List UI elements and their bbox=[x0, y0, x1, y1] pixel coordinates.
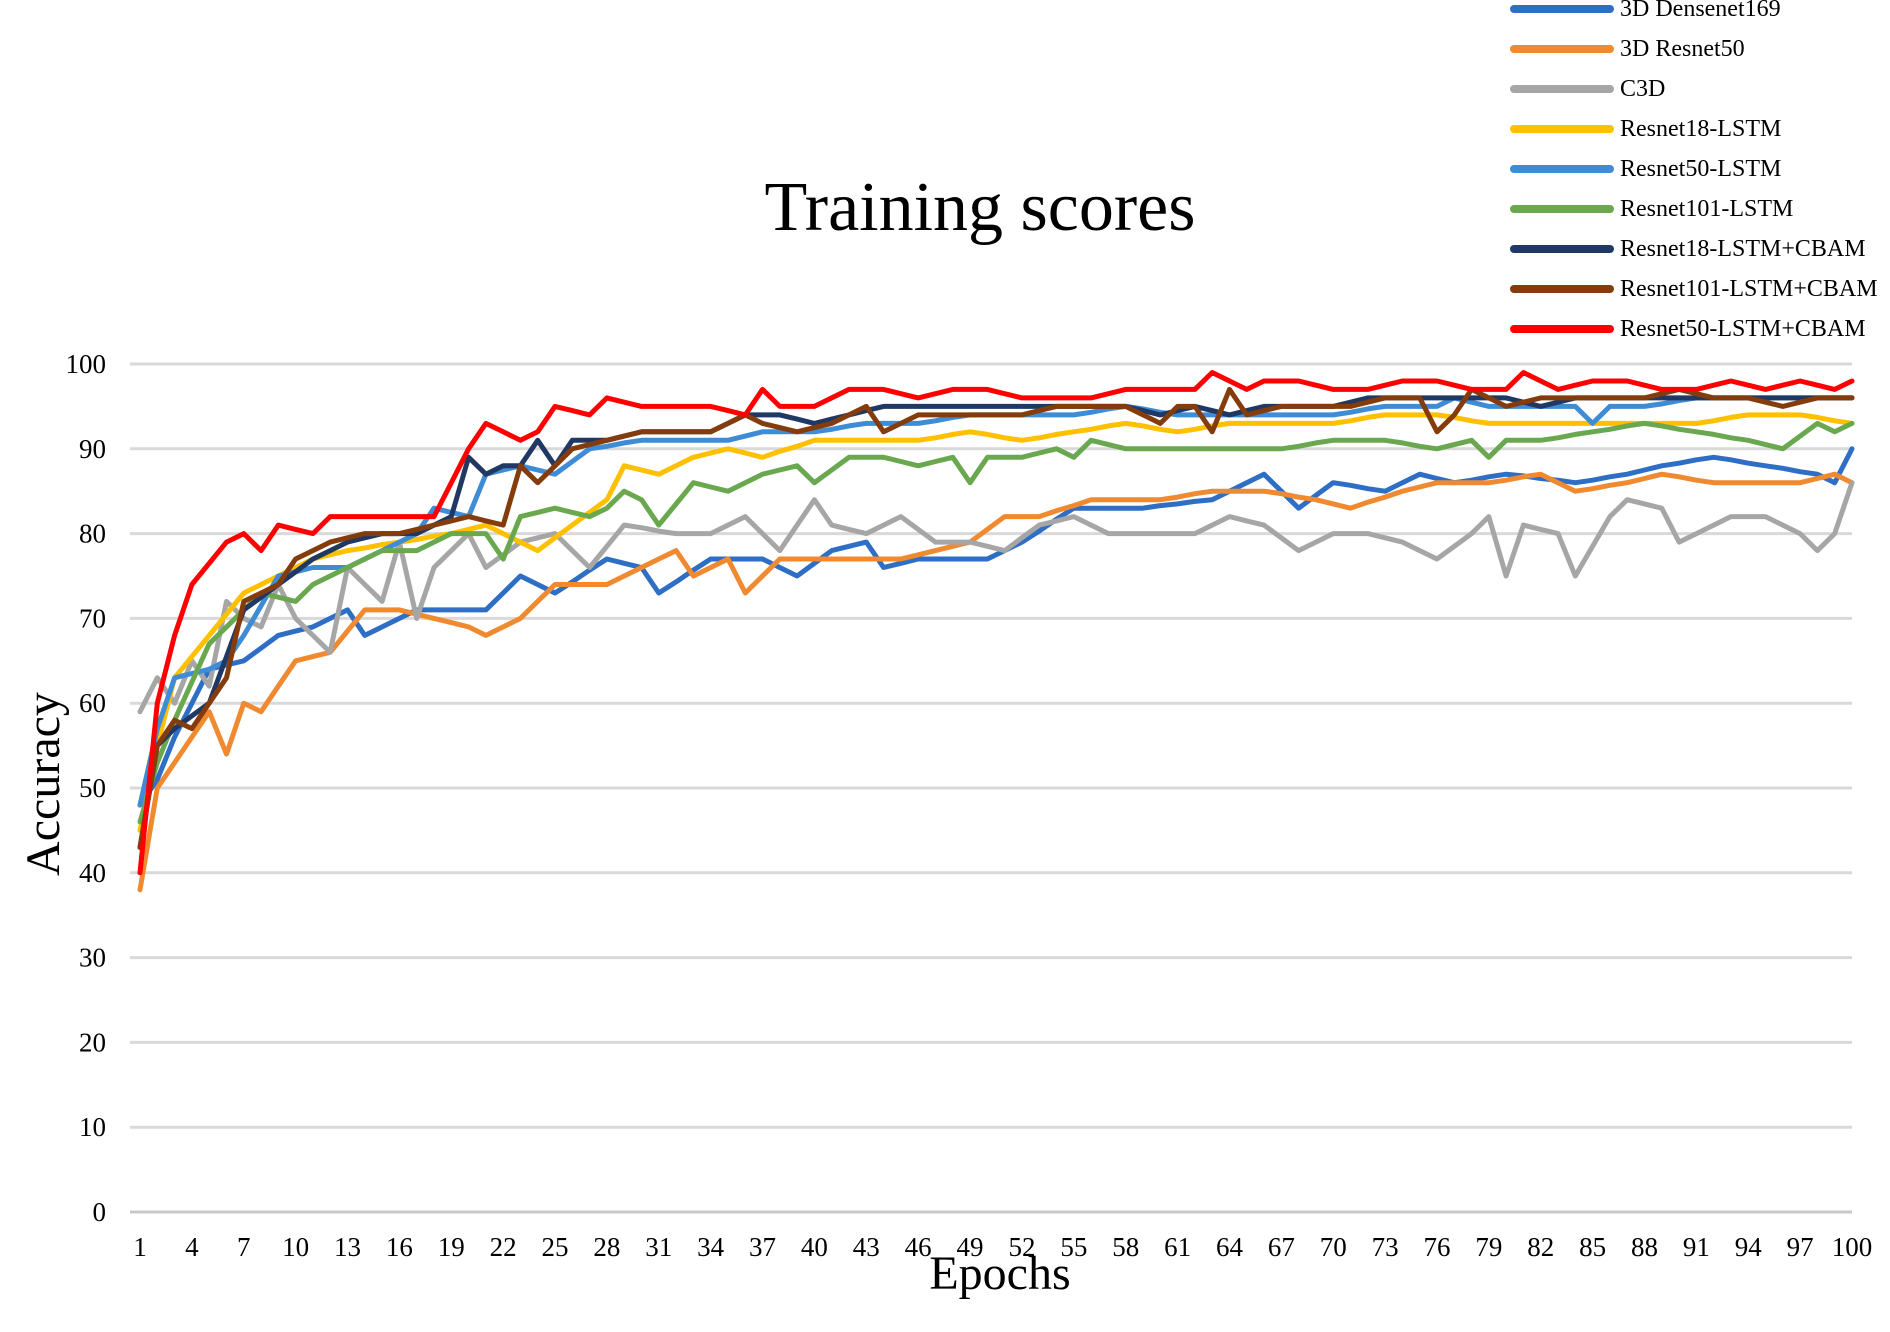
x-tick-label: 34 bbox=[697, 1232, 725, 1262]
y-tick-label: 60 bbox=[79, 688, 106, 718]
x-tick-label: 28 bbox=[593, 1232, 620, 1262]
x-tick-label: 49 bbox=[957, 1232, 984, 1262]
y-tick-label: 40 bbox=[79, 858, 106, 888]
legend-swatch bbox=[1510, 5, 1614, 13]
x-tick-label: 97 bbox=[1787, 1232, 1814, 1262]
series-line-3d-densenet169 bbox=[137, 446, 1855, 808]
legend-item: Resnet50-LSTM+CBAM bbox=[1500, 312, 1890, 348]
legend-item: C3D bbox=[1500, 72, 1890, 108]
x-tick-label: 22 bbox=[490, 1232, 517, 1262]
legend-label: Resnet18-LSTM bbox=[1620, 116, 1782, 142]
y-tick-label: 100 bbox=[66, 349, 107, 379]
series-line-resnet50-lstm-cbam bbox=[137, 370, 1855, 876]
x-tick-label: 55 bbox=[1060, 1232, 1087, 1262]
x-tick-label: 61 bbox=[1164, 1232, 1191, 1262]
y-axis-ticks: 0 10 20 30 40 50 60 70 80 90 100 bbox=[66, 349, 107, 1227]
legend-label: Resnet50-LSTM bbox=[1620, 156, 1782, 182]
y-tick-label: 70 bbox=[79, 603, 106, 633]
x-tick-label: 52 bbox=[1008, 1232, 1035, 1262]
legend-swatch bbox=[1510, 245, 1614, 253]
x-tick-label: 76 bbox=[1423, 1232, 1450, 1262]
x-tick-label: 58 bbox=[1112, 1232, 1139, 1262]
legend-item: Resnet18-LSTM bbox=[1500, 112, 1890, 148]
y-tick-label: 50 bbox=[79, 773, 106, 803]
y-tick-label: 0 bbox=[93, 1197, 107, 1227]
x-axis-label: Epochs bbox=[929, 1247, 1071, 1300]
series-lines bbox=[137, 370, 1855, 893]
x-tick-label: 19 bbox=[438, 1232, 465, 1262]
series-line-c3d bbox=[137, 480, 1855, 715]
y-tick-label: 30 bbox=[79, 943, 106, 973]
x-tick-label: 94 bbox=[1735, 1232, 1763, 1262]
y-tick-label: 80 bbox=[79, 519, 106, 549]
legend-item: 3D Resnet50 bbox=[1500, 32, 1890, 68]
legend-label: Resnet18-LSTM+CBAM bbox=[1620, 236, 1866, 262]
x-tick-label: 31 bbox=[645, 1232, 672, 1262]
x-tick-label: 100 bbox=[1832, 1232, 1873, 1262]
legend-label: C3D bbox=[1620, 76, 1666, 102]
x-tick-label: 40 bbox=[801, 1232, 828, 1262]
legend-swatch bbox=[1510, 45, 1614, 53]
legend-swatch bbox=[1510, 125, 1614, 133]
y-tick-label: 20 bbox=[79, 1027, 106, 1057]
legend-label: Resnet101-LSTM bbox=[1620, 196, 1794, 222]
legend-item: Resnet101-LSTM+CBAM bbox=[1500, 272, 1890, 308]
x-axis-ticks: 1 4 7 10 13 16 19 22 25 28 31 34 37 40 43 46 49 52 55 58 61 6… bbox=[133, 1232, 1872, 1262]
x-tick-label: 10 bbox=[282, 1232, 309, 1262]
x-tick-label: 37 bbox=[749, 1232, 776, 1262]
x-tick-label: 1 bbox=[133, 1232, 147, 1262]
series-line-resnet101-lstm-cbam bbox=[137, 386, 1855, 850]
x-tick-label: 46 bbox=[905, 1232, 932, 1262]
x-tick-label: 25 bbox=[542, 1232, 569, 1262]
x-tick-label: 73 bbox=[1372, 1232, 1399, 1262]
y-axis-label: Accuracy bbox=[17, 692, 70, 876]
x-tick-label: 79 bbox=[1475, 1232, 1502, 1262]
x-tick-label: 67 bbox=[1268, 1232, 1295, 1262]
y-tick-label: 90 bbox=[79, 434, 106, 464]
x-tick-label: 85 bbox=[1579, 1232, 1606, 1262]
series-line-3d-resnet50 bbox=[137, 471, 1855, 893]
x-tick-label: 70 bbox=[1320, 1232, 1347, 1262]
legend-swatch bbox=[1510, 325, 1614, 333]
legend-label: 3D Resnet50 bbox=[1620, 36, 1745, 62]
legend-label: Resnet101-LSTM+CBAM bbox=[1620, 276, 1878, 302]
x-tick-label: 64 bbox=[1216, 1232, 1244, 1262]
y-tick-label: 10 bbox=[79, 1112, 106, 1142]
series-line-resnet101-lstm bbox=[137, 420, 1855, 825]
series-line-resnet18-lstm bbox=[137, 412, 1855, 833]
x-tick-label: 91 bbox=[1683, 1232, 1710, 1262]
legend-label: Resnet50-LSTM+CBAM bbox=[1620, 316, 1866, 342]
legend-swatch bbox=[1510, 85, 1614, 93]
legend-swatch bbox=[1510, 205, 1614, 213]
x-tick-label: 13 bbox=[334, 1232, 361, 1262]
x-tick-label: 7 bbox=[237, 1232, 251, 1262]
x-tick-label: 16 bbox=[386, 1232, 413, 1262]
x-tick-label: 43 bbox=[853, 1232, 880, 1262]
legend-item: 3D Densenet169 bbox=[1500, 0, 1890, 28]
legend-label: 3D Densenet169 bbox=[1620, 0, 1781, 22]
legend-item: Resnet101-LSTM bbox=[1500, 192, 1890, 228]
legend-item: Resnet18-LSTM+CBAM bbox=[1500, 232, 1890, 268]
series-line-resnet18-lstm-cbam bbox=[137, 395, 1855, 850]
x-tick-label: 82 bbox=[1527, 1232, 1554, 1262]
legend-item: Resnet50-LSTM bbox=[1500, 152, 1890, 188]
legend-swatch bbox=[1510, 285, 1614, 293]
chart-title: Training scores bbox=[764, 169, 1196, 246]
x-tick-label: 4 bbox=[185, 1232, 199, 1262]
x-tick-label: 88 bbox=[1631, 1232, 1658, 1262]
legend-swatch bbox=[1510, 165, 1614, 173]
